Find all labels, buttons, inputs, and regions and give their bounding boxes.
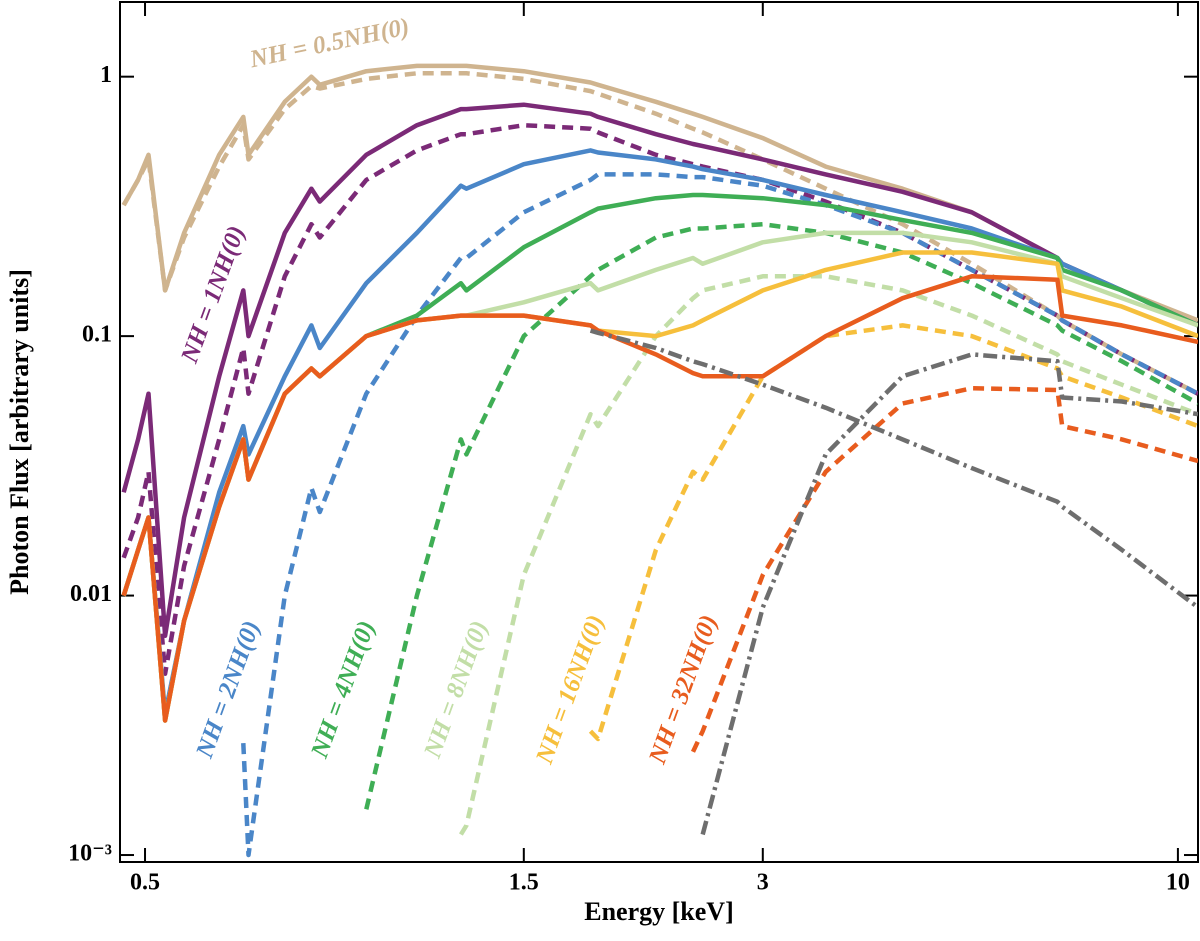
series-line bbox=[121, 71, 1198, 396]
y-tick-label: 1 bbox=[100, 62, 112, 88]
series-annotation: NH = 32NH(0) bbox=[644, 612, 723, 769]
plot-frame bbox=[119, 1, 1199, 863]
x-tick-label: 3 bbox=[757, 870, 769, 896]
y-tick-label: 0.1 bbox=[82, 322, 112, 348]
series-annotation: NH = 1NH(0) bbox=[176, 222, 251, 367]
series-line bbox=[458, 274, 1198, 836]
x-tick-label: 10 bbox=[1166, 870, 1190, 896]
series-line bbox=[121, 148, 1198, 717]
series-line bbox=[121, 274, 1198, 723]
x-tick-label: 1.5 bbox=[509, 870, 539, 896]
series-annotation: NH = 0.5NH(0) bbox=[247, 13, 412, 73]
series-line bbox=[690, 385, 1198, 753]
series-annotation: NH = 16NH(0) bbox=[531, 612, 610, 769]
series-line bbox=[121, 250, 1198, 723]
y-tick-label: 0.01 bbox=[70, 581, 112, 607]
series-annotation: NH = 2NH(0) bbox=[191, 617, 266, 762]
series-line bbox=[241, 172, 1198, 858]
x-axis-label: Energy [keV] bbox=[584, 897, 733, 926]
series-line bbox=[364, 221, 1198, 810]
series-line bbox=[121, 102, 1198, 639]
series-annotation: NH = 8NH(0) bbox=[419, 617, 494, 762]
series-line bbox=[700, 352, 1198, 836]
y-tick-label: 10⁻³ bbox=[68, 841, 112, 867]
series-line bbox=[121, 63, 1198, 323]
series-line bbox=[589, 328, 1198, 610]
series-line bbox=[588, 323, 1198, 742]
series-annotation: NH = 4NH(0) bbox=[306, 617, 381, 762]
y-axis-label: Photon Flux [arbitrary units] bbox=[5, 269, 34, 595]
x-tick-label: 0.5 bbox=[130, 870, 160, 896]
